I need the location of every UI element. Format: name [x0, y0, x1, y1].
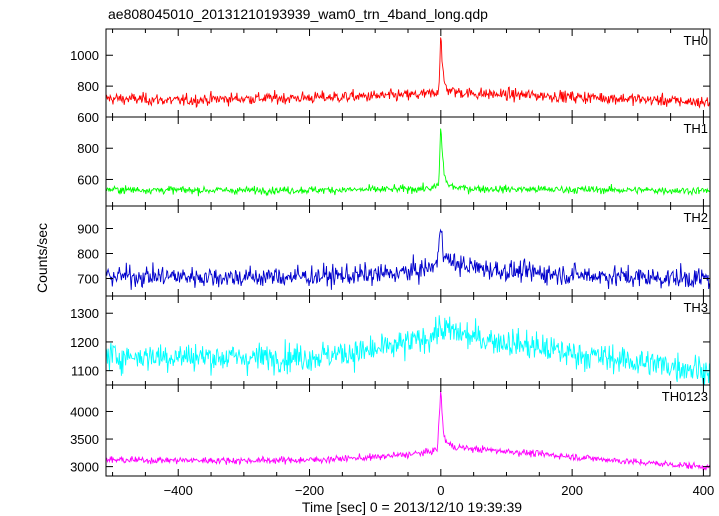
x-axis-label: Time [sec] 0 = 2013/12/10 19:39:39 [302, 499, 522, 515]
panel-label-th3: TH3 [683, 300, 708, 315]
y-tick-label: 1000 [70, 48, 99, 63]
y-axis-label: Counts/sec [34, 223, 50, 293]
y-tick-label: 3500 [70, 432, 99, 447]
y-tick-label: 4000 [70, 404, 99, 419]
y-tick-label: 800 [77, 79, 99, 94]
panel-th0123: 3000 3500 4000 TH0123 [70, 384, 711, 477]
panel-frame [105, 28, 711, 118]
series-line-th1 [106, 128, 710, 197]
y-tick-label: 3000 [70, 460, 99, 475]
y-tick-label: 1300 [70, 306, 99, 321]
series-line-th0123 [106, 391, 710, 472]
x-tick-label: −400 [164, 483, 193, 498]
x-axis-tick-labels: −400 −200 0 200 400 [164, 483, 715, 498]
y-tick-label: 800 [77, 247, 99, 262]
y-tick-label: 800 [77, 141, 99, 156]
x-tick-label: 400 [693, 483, 715, 498]
series-line-th3 [106, 315, 710, 385]
y-tick-label: 600 [77, 110, 99, 125]
x-tick-label: 0 [437, 483, 444, 498]
series-line-th0 [106, 37, 710, 109]
panels-group: 600 800 1000 TH0 600 800 TH1 700 800 900 TH2 1100 12… [70, 28, 711, 477]
chart-title: ae808045010_20131210193939_wam0_trn_4ban… [108, 6, 488, 22]
x-tick-label: −200 [295, 483, 324, 498]
y-tick-label: 900 [77, 222, 99, 237]
series-line-th2 [106, 228, 710, 290]
panel-label-th0: TH0 [683, 33, 708, 48]
panel-th3: 1100 1200 1300 TH3 [70, 295, 711, 386]
x-tick-label: 200 [561, 483, 583, 498]
panel-label-th1: TH1 [683, 121, 708, 136]
panel-th0: 600 800 1000 TH0 [70, 28, 711, 125]
y-tick-label: 1200 [70, 335, 99, 350]
y-tick-label: 600 [77, 172, 99, 187]
y-tick-label: 1100 [71, 364, 99, 379]
y-tick-label: 700 [77, 272, 99, 287]
panel-th2: 700 800 900 TH2 [77, 205, 711, 297]
panel-th1: 600 800 TH1 [77, 116, 711, 207]
panel-label-th0123: TH0123 [662, 389, 708, 404]
panel-label-th2: TH2 [683, 210, 708, 225]
panel-frame [105, 205, 711, 297]
